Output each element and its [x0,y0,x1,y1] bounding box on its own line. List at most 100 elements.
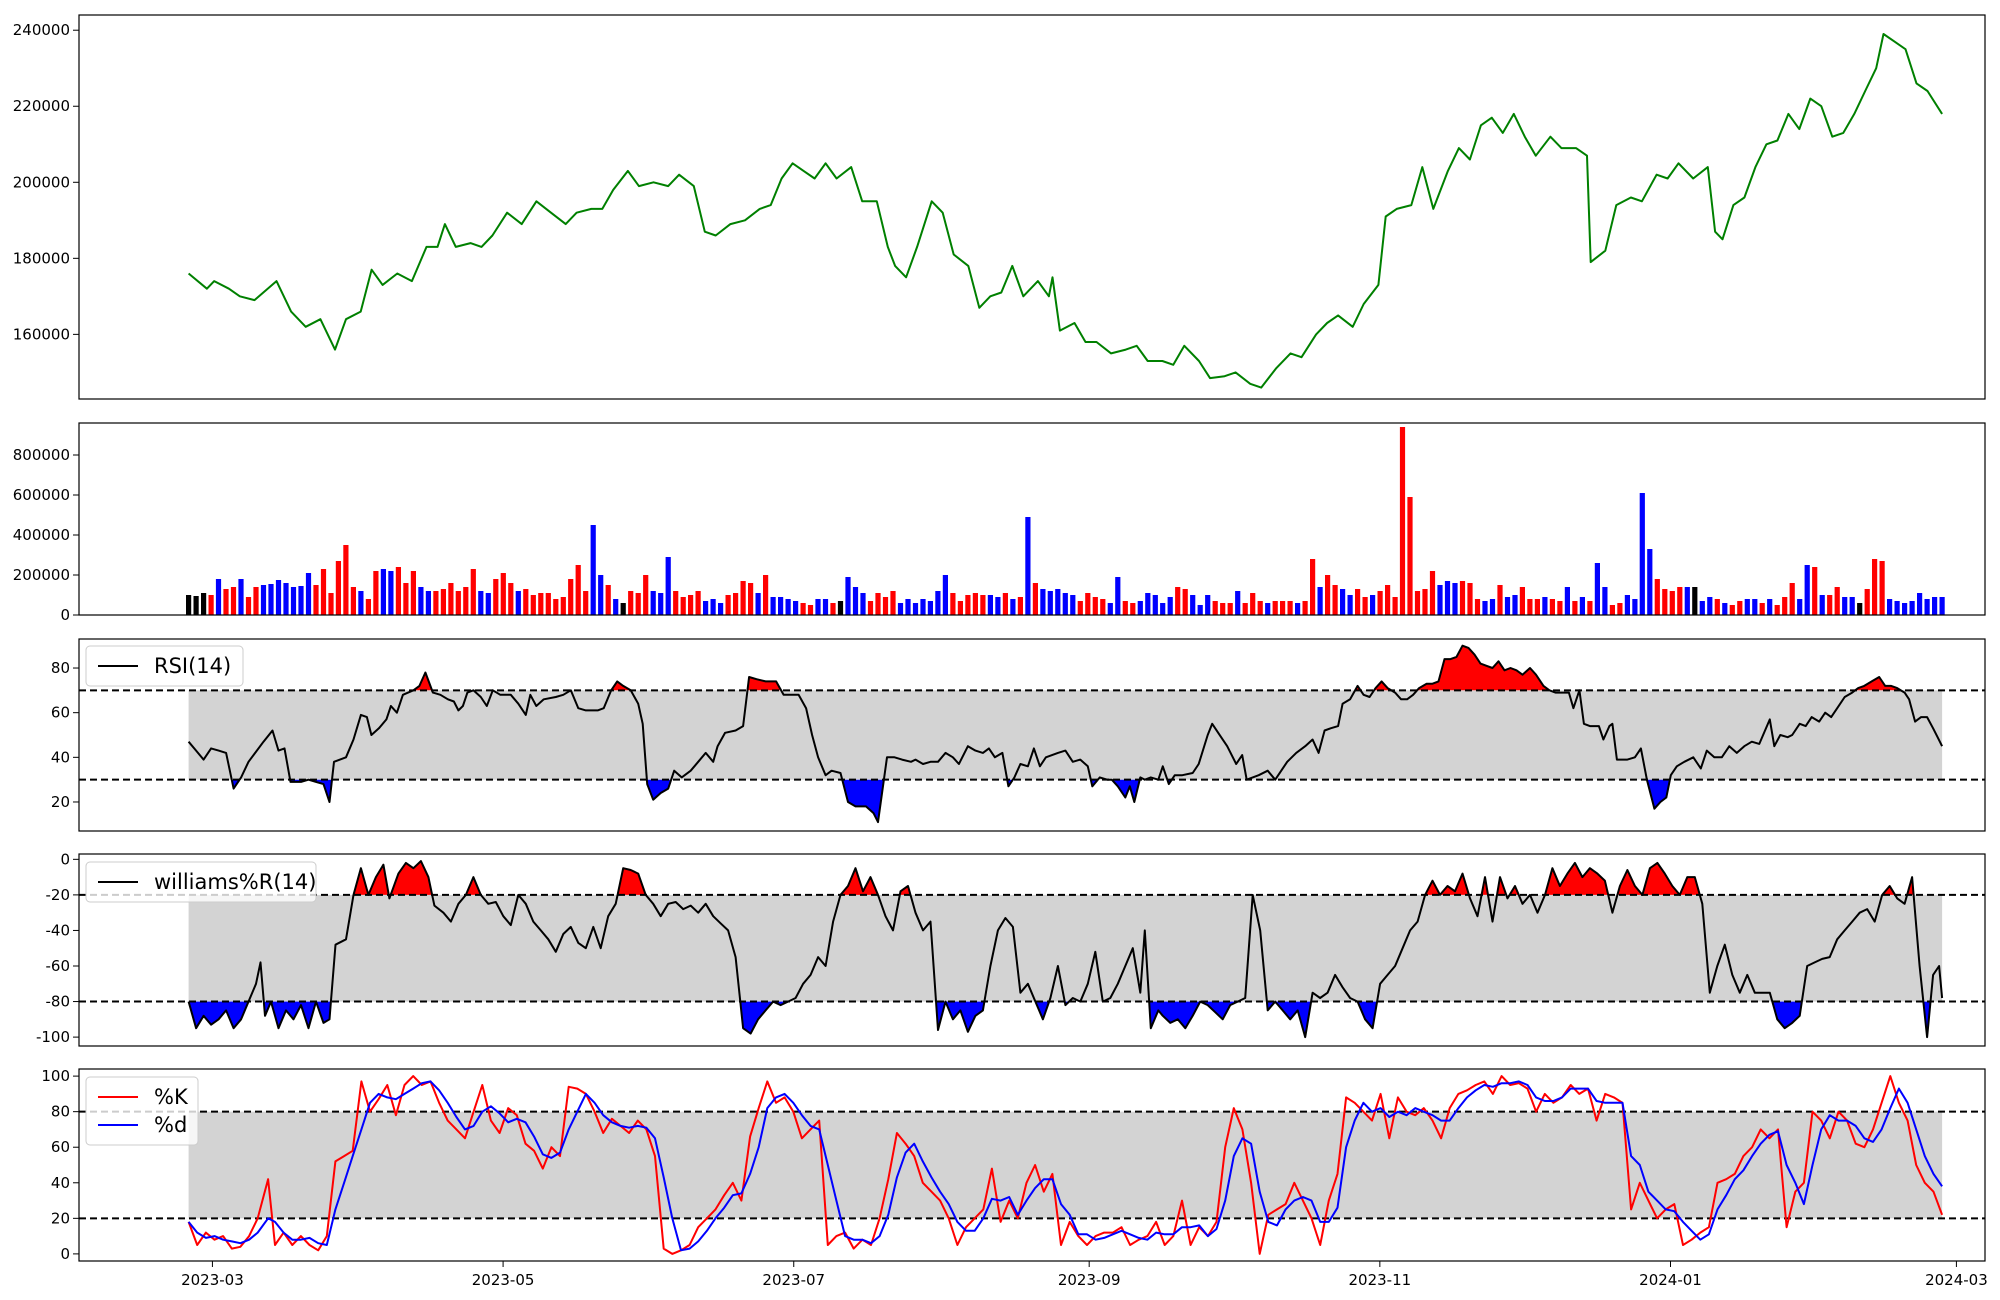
volume-bar [1175,587,1181,615]
volume-bar [410,571,416,615]
volume-bar [508,583,514,615]
volume-bar [920,599,926,615]
volume-bar [1519,587,1525,615]
volume-bar [530,595,536,615]
volume-bar [1040,589,1046,615]
volume-bar [1190,595,1196,615]
volume-bar [957,601,963,615]
volume-bar [845,577,851,615]
volume-bar [1639,493,1645,615]
volume-bar [1909,601,1915,615]
volume-bar [1205,595,1211,615]
williams-line [187,860,1944,1039]
williams-y-tick-label: -40 [46,921,71,939]
volume-bar [186,595,192,615]
volume-bar [343,545,349,615]
volume-bar [965,595,971,615]
volume-bar [1579,597,1585,615]
rsi-oversold-fill [842,779,884,823]
volume-bar [905,599,911,615]
volume-bar [763,575,769,615]
williams-marks [79,860,1985,1039]
volume-bar [1025,517,1031,615]
williams-legend-label: williams%R(14) [154,870,316,894]
volume-bar [822,599,829,615]
volume-bar [1827,595,1833,615]
volume-bar [1932,597,1938,615]
date-x-axis: 2023-03 2023-05 2023-07 2023-09 2023-11 2024-… [181,1261,1988,1289]
williams-oversold-fill [1035,1001,1050,1020]
x-tick-label: 2023-07 [762,1271,825,1289]
williams-overbought-fill [390,861,433,895]
x-tick-label: 2024-01 [1639,1271,1702,1289]
volume-bar [365,599,371,615]
volume-panel: 0 200000 400000 600000 800000 [13,422,1986,624]
volume-bar [1782,597,1788,615]
volume-bar [1722,603,1728,615]
volume-bar [1212,601,1218,615]
volume-bar [785,599,791,615]
volume-y-axis: 0 200000 400000 600000 800000 [13,446,79,624]
volume-bar [1887,599,1893,615]
volume-bar [1220,603,1226,615]
volume-bar [201,593,207,615]
stochastic-y-tick-label: 60 [51,1138,70,1156]
volume-bar [1617,603,1623,615]
volume-bar [1774,605,1780,615]
volume-bar [1662,589,1668,615]
price-y-tick-label: 240000 [13,21,70,39]
volume-bar [1002,593,1008,615]
rsi-overbought-fill [1417,645,1550,691]
volume-bar [995,597,1001,615]
williams-oversold-fill [1357,1001,1378,1029]
volume-bar [253,587,259,615]
volume-bar [815,599,821,615]
price-y-tick-label: 180000 [13,249,70,267]
volume-bar [1692,587,1698,615]
volume-bar [1444,581,1451,615]
volume-y-tick-label: 600000 [13,486,70,504]
volume-bar [1894,601,1900,615]
volume-bar [283,583,289,615]
volume-bar [305,573,312,615]
rsi-marks [79,644,1985,824]
volume-bar [320,569,327,615]
volume-bar [1669,591,1675,615]
stochastic-y-tick-label: 0 [60,1245,70,1263]
volume-bar [493,579,499,615]
volume-bar [500,573,506,615]
price-marks [187,33,1943,389]
price-y-tick-label: 160000 [13,325,70,343]
volume-bar [1872,559,1878,615]
volume-bar [643,575,649,615]
volume-bar [1010,599,1016,615]
volume-bar [463,587,469,615]
price-y-axis: 160000 180000 200000 220000 240000 [13,21,79,343]
volume-bar [215,579,222,615]
volume-marks [186,427,1945,615]
volume-bar [1362,597,1368,615]
volume-bar [1902,603,1908,615]
volume-bar [1250,593,1256,615]
volume-bar [1684,587,1690,615]
williams-oversold-fill [1275,1001,1312,1038]
volume-bar [1310,559,1316,615]
volume-bar [1789,583,1795,615]
volume-bar [703,601,709,615]
d-legend-label: %d [154,1113,187,1137]
volume-bar [755,593,761,615]
volume-bar [1235,591,1241,615]
rsi-y-tick-label: 40 [51,748,70,766]
volume-bar [1632,599,1638,615]
volume-bar [733,593,739,615]
volume-y-tick-label: 200000 [13,566,70,584]
volume-bar [380,569,386,615]
rsi-oversold-fill [646,779,672,800]
volume-bar [1062,593,1068,615]
volume-bar [635,593,641,615]
stochastic-y-tick-label: 40 [51,1174,70,1192]
williams-y-axis: -100 -80 -60 -40 -20 0 [36,850,79,1046]
volume-bar [395,567,401,615]
rsi-panel: 20 40 60 80 RSI(14) [51,638,1986,832]
volume-bar [890,591,896,615]
